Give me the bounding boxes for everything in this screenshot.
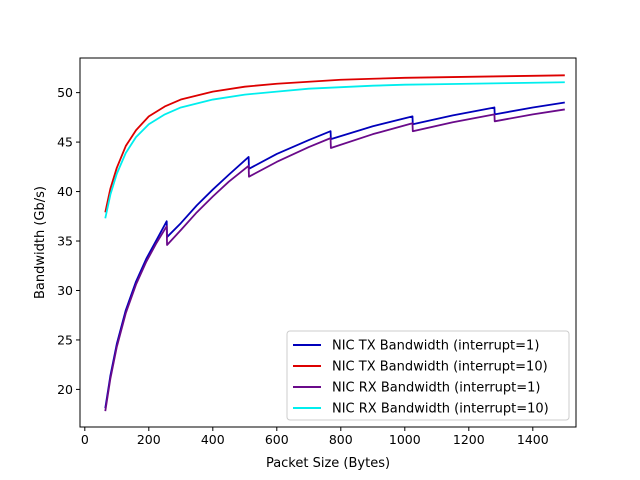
- series-line-1: [104, 74, 565, 213]
- x-tick-label-6: 1200: [453, 432, 485, 447]
- legend-entries: NIC TX Bandwidth (interrupt=1) NIC TX Ban…: [293, 339, 549, 417]
- plot-frame: [79, 57, 577, 428]
- y-tick-label-6: 50: [57, 85, 73, 100]
- y-tick-label-3: 35: [57, 234, 73, 249]
- series-line-0: [104, 101, 565, 409]
- series-line-3: [104, 81, 565, 219]
- x-tick-label-4: 800: [329, 432, 353, 447]
- x-tick-label-5: 1000: [389, 432, 421, 447]
- legend-box: [286, 330, 570, 421]
- legend-label-1: NIC TX Bandwidth (interrupt=10): [332, 360, 548, 375]
- y-tick-label-0: 20: [57, 382, 73, 397]
- ticks-layer: 0 200 400 600 800 1000 1200 1400 20 25 30 35 40 45 50: [57, 85, 549, 447]
- y-tick-label-2: 30: [57, 283, 73, 298]
- y-tick-label-5: 45: [57, 135, 73, 150]
- legend-label-0: NIC TX Bandwidth (interrupt=1): [332, 339, 539, 354]
- x-tick-label-2: 400: [201, 432, 225, 447]
- legend-label-3: NIC RX Bandwidth (interrupt=10): [332, 402, 549, 417]
- x-tick-label-1: 200: [137, 432, 161, 447]
- x-tick-label-3: 600: [265, 432, 289, 447]
- legend: NIC TX Bandwidth (interrupt=1) NIC TX Ban…: [286, 330, 570, 421]
- series-line-2: [104, 108, 565, 412]
- x-tick-label-0: 0: [81, 432, 89, 447]
- y-tick-label-4: 40: [57, 184, 73, 199]
- y-tick-label-1: 25: [57, 332, 73, 347]
- x-tick-label-7: 1400: [517, 432, 549, 447]
- series-layer: [104, 74, 565, 412]
- y-axis-label: Bandwidth (Gb/s): [33, 186, 48, 299]
- legend-label-2: NIC RX Bandwidth (interrupt=1): [332, 381, 540, 396]
- x-axis-label: Packet Size (Bytes): [266, 456, 390, 471]
